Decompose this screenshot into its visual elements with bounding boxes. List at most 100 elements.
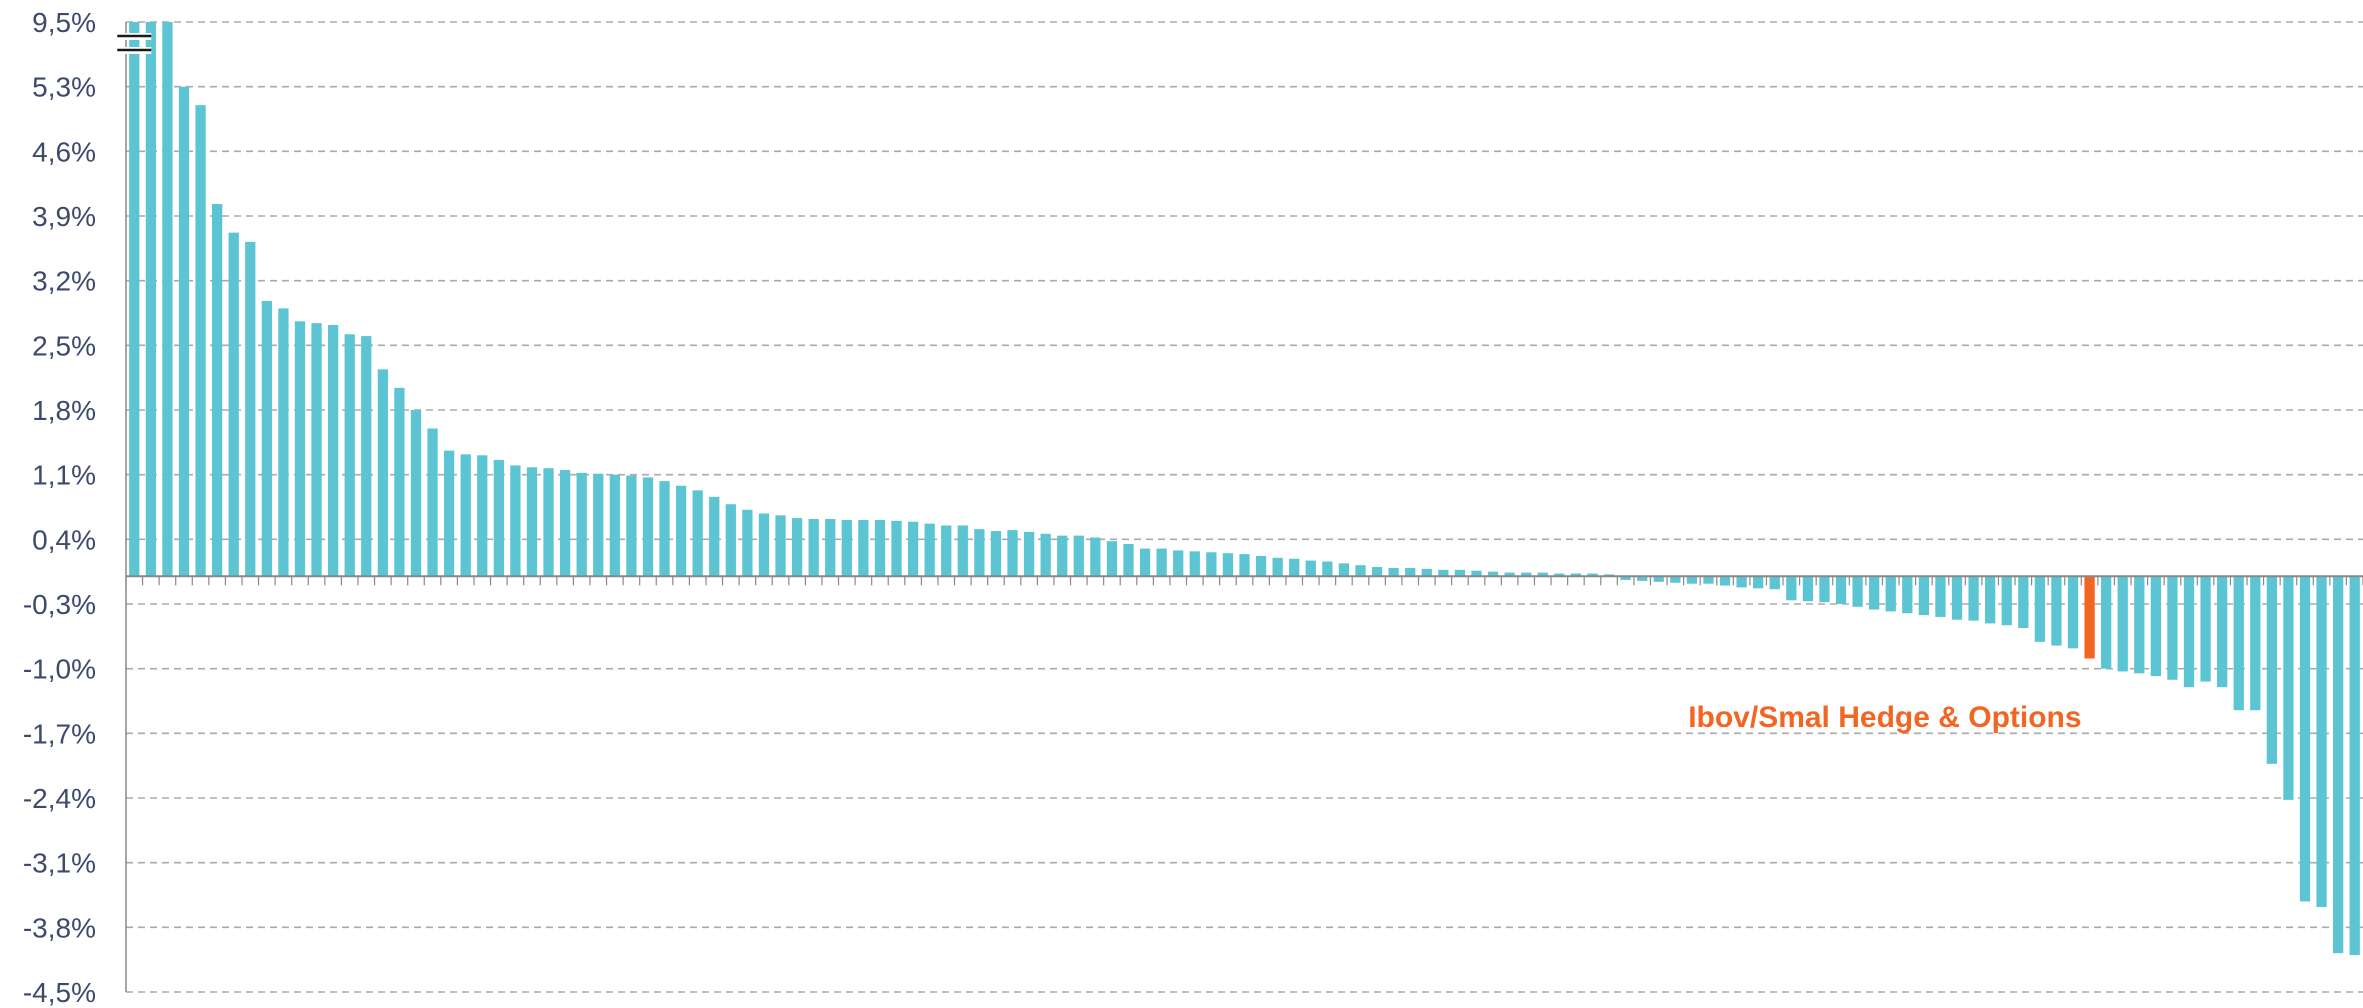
bar — [924, 523, 935, 577]
bar — [2051, 576, 2062, 646]
bar — [1189, 551, 1200, 577]
bar — [1852, 576, 1863, 607]
bar — [775, 515, 786, 577]
bar — [2233, 576, 2244, 711]
highlight-bar — [2084, 576, 2095, 659]
bar — [1040, 533, 1051, 577]
gridlines — [126, 21, 2363, 993]
bar — [344, 334, 355, 577]
bar — [1206, 552, 1217, 577]
bar — [1239, 554, 1250, 577]
bar — [212, 203, 223, 577]
bar — [394, 387, 405, 577]
bar — [990, 531, 1002, 577]
bar — [1802, 576, 1814, 602]
y-tick-label: 3,2% — [32, 266, 96, 297]
bar — [1786, 576, 1797, 601]
highlight-annotation: Ibov/Smal Hedge & Options — [1688, 701, 2081, 734]
bar — [675, 485, 687, 577]
bar — [2217, 576, 2228, 688]
bar — [1769, 576, 1780, 590]
bar — [2067, 576, 2079, 649]
bar — [1570, 573, 1582, 577]
bar — [1338, 563, 1350, 577]
bar — [1703, 576, 1714, 584]
bar — [2200, 576, 2211, 682]
y-tick-label: 5,3% — [32, 72, 96, 103]
bar — [377, 369, 388, 577]
bar — [659, 481, 670, 577]
axis-break-marker — [117, 33, 152, 54]
bar — [1454, 569, 1466, 577]
bar — [626, 475, 637, 577]
bar — [742, 509, 753, 577]
y-tick-label: -3,8% — [23, 912, 96, 943]
bar — [2117, 576, 2128, 672]
bar — [1835, 576, 1847, 604]
bar — [1869, 576, 1880, 610]
bar — [361, 336, 372, 577]
bar — [1371, 567, 1383, 577]
bar — [1620, 576, 1631, 580]
bar — [2333, 576, 2344, 954]
bar — [1305, 560, 1316, 577]
bar — [195, 105, 206, 577]
bar — [2034, 576, 2046, 642]
bar — [1985, 576, 1996, 624]
bar — [1968, 576, 1979, 621]
bar — [1405, 567, 1416, 577]
bar — [311, 323, 322, 577]
bar — [1719, 576, 1731, 586]
bar — [2001, 576, 2012, 626]
bar — [228, 232, 239, 577]
x-axis-ticks — [125, 576, 2363, 586]
bar — [1222, 553, 1234, 577]
bar — [1023, 531, 1035, 577]
bar — [410, 410, 422, 577]
bar — [891, 520, 902, 577]
y-tick-label: 2,5% — [32, 330, 96, 361]
bar — [327, 325, 339, 577]
y-tick-label: 1,8% — [32, 395, 96, 426]
bar — [1653, 576, 1664, 582]
y-tick-label: -1,7% — [23, 718, 96, 749]
bar — [1487, 571, 1499, 577]
bar — [2018, 576, 2029, 629]
bar — [1885, 576, 1896, 612]
bar — [758, 513, 770, 577]
bar — [1106, 541, 1118, 577]
bar — [278, 308, 289, 577]
bar — [1537, 572, 1548, 577]
bar — [294, 321, 306, 577]
bar — [145, 22, 156, 577]
bar — [1438, 569, 1449, 577]
bar — [874, 519, 886, 577]
bar — [543, 468, 554, 577]
bar — [1521, 572, 1532, 577]
bar — [2101, 576, 2112, 669]
bar — [825, 519, 836, 577]
bar — [858, 519, 869, 577]
bar — [593, 473, 604, 577]
bar — [443, 450, 455, 577]
bar — [808, 519, 819, 577]
bar — [642, 477, 654, 577]
bar — [2266, 576, 2277, 764]
bar — [1753, 576, 1764, 589]
bar — [1902, 576, 1913, 614]
bar — [1322, 561, 1333, 577]
y-tick-label: -4,5% — [23, 977, 96, 1008]
y-tick-label: 9,5% — [32, 7, 96, 38]
y-tick-label: 3,9% — [32, 201, 96, 232]
bar — [493, 459, 504, 577]
bar — [245, 241, 256, 577]
bar — [941, 525, 952, 577]
bar — [2167, 576, 2178, 680]
bar — [1736, 576, 1747, 588]
bar — [1139, 548, 1151, 577]
bar — [1686, 576, 1698, 584]
bar — [609, 474, 620, 577]
y-tick-label: 0,4% — [32, 524, 96, 555]
bar — [841, 519, 852, 577]
